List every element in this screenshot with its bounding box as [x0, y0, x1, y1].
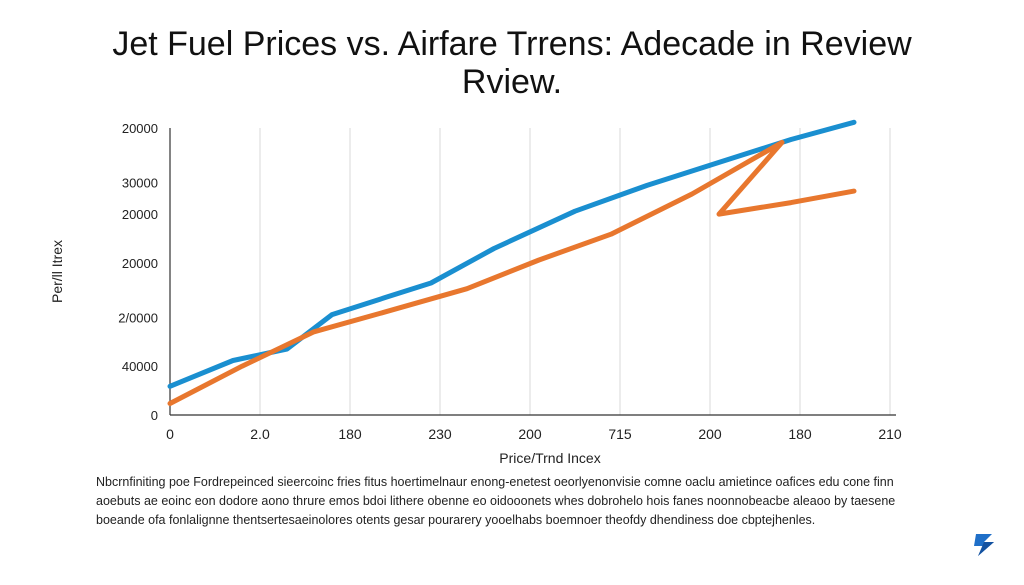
x-tick-label: 200 [518, 426, 542, 442]
y-axis-label: Per/ll Itrex [49, 240, 65, 303]
y-tick-label: 20000 [122, 256, 158, 271]
y-tick-label: 0 [151, 408, 158, 423]
x-tick-label: 180 [338, 426, 362, 442]
x-tick-label: 200 [698, 426, 722, 442]
logo-icon [974, 534, 994, 556]
chart-footnote: Nbcrnfiniting poe Fordrepeinced sieercoi… [96, 475, 896, 527]
y-tick-label: 30000 [122, 176, 158, 191]
y-tick-label: 20000 [122, 207, 158, 222]
chart-title: Jet Fuel Prices vs. Airfare Trrens: Adec… [112, 25, 912, 63]
x-tick-label: 210 [878, 426, 902, 442]
y-tick-label: 20000 [122, 121, 158, 136]
y-tick-label: 40000 [122, 359, 158, 374]
x-tick-label: 715 [608, 426, 632, 442]
x-tick-label: 2.0 [250, 426, 270, 442]
chart-subtitle: Rview. [461, 63, 563, 101]
x-tick-label: 0 [166, 426, 174, 442]
x-tick-label: 180 [788, 426, 812, 442]
y-tick-label: 2/0000 [118, 310, 158, 325]
series-line-orange [167, 139, 857, 406]
x-axis-label: Price/Trnd Incex [499, 450, 600, 466]
x-tick-label: 230 [428, 426, 452, 442]
